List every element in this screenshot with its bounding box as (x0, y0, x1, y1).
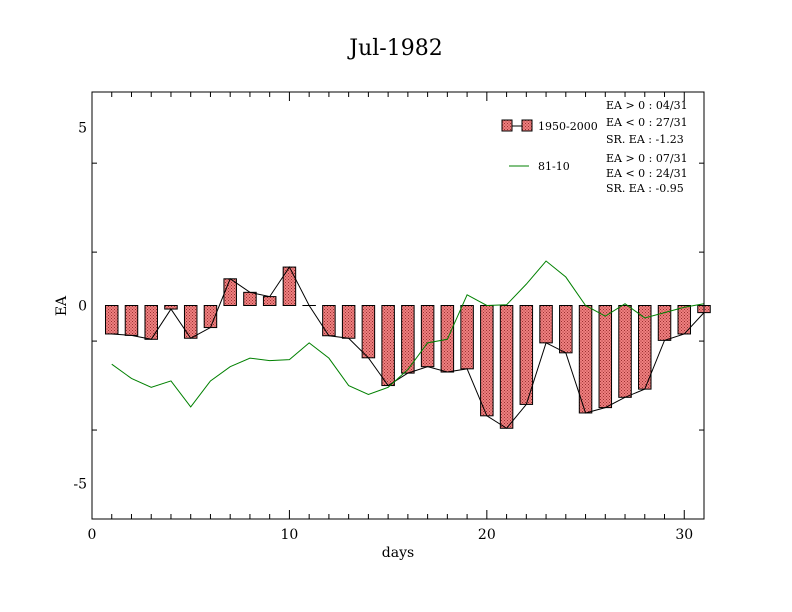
bar (144, 305, 158, 340)
stats-81-10: EA > 0 : 07/31 EA < 0 : 24/31 SR. EA : -… (606, 152, 688, 195)
bar (183, 305, 198, 339)
bar (223, 278, 237, 306)
bar (243, 291, 257, 306)
x-tick-label: 20 (478, 527, 496, 543)
bar (578, 305, 593, 414)
legend-bar-swatch-left (501, 119, 513, 132)
stat-line: SR. EA : -0.95 (606, 182, 684, 195)
bar (618, 305, 632, 398)
chart-title: Jul-1982 (347, 36, 442, 61)
lines-layer (111, 260, 705, 429)
stats-1950-2000: EA > 0 : 04/31 EA < 0 : 27/31 SR. EA : -… (606, 99, 688, 146)
bar (322, 305, 336, 337)
bar (480, 305, 494, 417)
bar (124, 305, 139, 336)
stat-line: EA > 0 : 07/31 (606, 152, 688, 165)
y-tick-label: -5 (73, 476, 87, 492)
bar (341, 305, 356, 339)
bar (361, 305, 376, 359)
bar (460, 305, 474, 370)
legend: 1950-2000 81-10 EA > 0 : 04/31 EA < 0 : … (501, 99, 688, 195)
legend-label-1950-2000: 1950-2000 (538, 120, 598, 133)
bar (559, 305, 573, 354)
stat-line: EA < 0 : 27/31 (606, 116, 688, 129)
bar (381, 305, 395, 387)
bar (262, 296, 277, 307)
x-tick-label: 0 (88, 527, 97, 543)
stat-line: EA < 0 : 24/31 (606, 167, 688, 180)
y-tick-label: 0 (78, 299, 87, 315)
plot-area (91, 91, 711, 520)
x-tick-label: 30 (675, 527, 693, 543)
legend-label-81-10: 81-10 (538, 160, 570, 173)
bar (539, 305, 553, 344)
y-tick-label: 5 (78, 121, 87, 137)
bar (657, 305, 672, 341)
stat-line: SR. EA : -1.23 (606, 133, 684, 146)
bar (420, 305, 435, 368)
legend-entry-1950-2000: 1950-2000 (501, 119, 598, 133)
stat-line: EA > 0 : 04/31 (606, 99, 688, 112)
series-line-81-10 (111, 260, 705, 408)
legend-entry-81-10: 81-10 (509, 160, 570, 173)
plot-frame (91, 91, 705, 520)
y-axis: 5 0 -5 (73, 121, 704, 520)
legend-bar-swatch-right (521, 119, 533, 132)
x-axis: 0 10 20 30 (88, 92, 705, 543)
bars-layer (104, 266, 711, 429)
series-line-1950-2000 (111, 266, 705, 429)
x-axis-label: days (382, 545, 414, 561)
bar (598, 305, 613, 409)
bar (104, 305, 119, 335)
y-axis-label: EA (54, 295, 70, 316)
bar (499, 305, 514, 429)
x-tick-label: 10 (281, 527, 299, 543)
